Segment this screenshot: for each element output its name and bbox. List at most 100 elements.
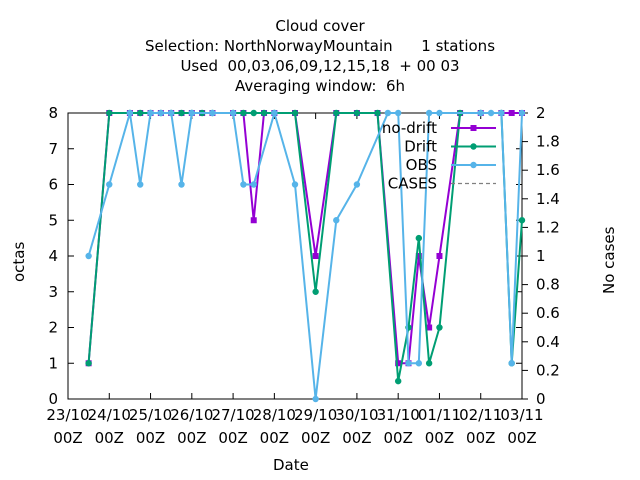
x-tick-label-hour: 00Z xyxy=(218,429,247,447)
y2-tick-label: 0.8 xyxy=(536,276,560,294)
title-line-2: Selection: NorthNorwayMountain 1 station… xyxy=(144,37,496,55)
data-point-obs xyxy=(394,109,402,117)
data-point-drift xyxy=(260,109,268,117)
data-point-obs xyxy=(333,217,340,224)
legend-label-no-drift: no-drift xyxy=(382,119,437,137)
data-point-obs xyxy=(137,181,144,188)
x-tick-label-date: 24/10 xyxy=(88,406,131,424)
legend-marker-obs xyxy=(470,161,477,169)
x-tick-label-date: 29/10 xyxy=(294,406,337,424)
data-point-drift xyxy=(518,217,526,224)
y2-tick-label: 1.4 xyxy=(536,190,560,208)
x-tick-label-hour: 00Z xyxy=(95,429,124,447)
y2-tick-label: 1 xyxy=(536,247,546,265)
data-point-no-drift xyxy=(415,253,422,259)
y2-tick-label: 1.6 xyxy=(536,161,560,179)
data-point-drift xyxy=(240,109,247,117)
legend-marker-drift xyxy=(470,143,477,150)
data-point-drift xyxy=(374,109,381,117)
data-point-obs xyxy=(209,109,216,117)
y2-tick-label: 1.2 xyxy=(536,218,560,236)
data-point-obs xyxy=(157,109,165,117)
data-point-obs xyxy=(487,109,495,117)
data-point-drift xyxy=(250,109,257,117)
y-tick-label: 1 xyxy=(48,354,58,372)
y2-tick-label: 0.2 xyxy=(536,361,560,379)
data-point-obs xyxy=(477,109,484,117)
data-point-obs xyxy=(271,109,278,117)
x-tick-label-date: 28/10 xyxy=(253,406,296,424)
legend-marker-no-drift xyxy=(470,125,477,131)
x-tick-label-date: 01/11 xyxy=(418,406,461,424)
data-point-no-drift xyxy=(436,253,443,259)
data-point-obs xyxy=(415,360,423,367)
x-tick-label-hour: 00Z xyxy=(177,429,206,447)
x-tick-label-date: 30/10 xyxy=(335,406,378,424)
x-tick-label-hour: 00Z xyxy=(507,429,536,447)
data-point-no-drift xyxy=(508,110,515,116)
data-point-obs xyxy=(126,109,134,117)
x-tick-label-hour: 00Z xyxy=(301,429,330,447)
data-point-obs xyxy=(167,109,175,117)
y-tick-label: 0 xyxy=(48,390,58,408)
y-tick-label: 6 xyxy=(48,176,58,194)
data-point-obs xyxy=(518,109,526,117)
x-tick-label-date: 31/10 xyxy=(377,406,420,424)
data-point-obs xyxy=(250,181,257,188)
x-tick-label-date: 23/10 xyxy=(46,406,89,424)
x-tick-label-hour: 00Z xyxy=(466,429,495,447)
data-point-obs xyxy=(425,109,433,117)
data-point-obs xyxy=(188,109,196,117)
data-point-obs xyxy=(85,252,92,260)
x-tick-label-date: 26/10 xyxy=(170,406,213,424)
data-point-drift xyxy=(353,109,361,117)
data-point-obs xyxy=(384,109,392,117)
x-tick-label-hour: 00Z xyxy=(342,429,371,447)
title-line-1: Cloud cover xyxy=(275,17,365,35)
y-tick-label: 5 xyxy=(48,211,58,229)
data-point-drift xyxy=(85,360,92,367)
data-point-obs xyxy=(312,395,319,403)
data-point-obs xyxy=(508,360,515,367)
y-tick-label: 3 xyxy=(48,283,58,301)
y2-tick-label: 1.8 xyxy=(536,133,560,151)
data-point-drift xyxy=(106,109,113,117)
data-point-drift xyxy=(394,377,402,385)
y-tick-label: 2 xyxy=(48,319,58,337)
x-axis-label: Date xyxy=(273,456,309,474)
x-tick-label-date: 25/10 xyxy=(129,406,172,424)
data-point-obs xyxy=(436,109,443,117)
y2-tick-label: 2 xyxy=(536,104,546,122)
data-point-drift xyxy=(178,109,185,117)
y-tick-label: 8 xyxy=(48,104,58,122)
data-point-drift xyxy=(137,109,144,117)
y2-tick-label: 0.4 xyxy=(536,333,560,351)
y-tick-label: 4 xyxy=(48,247,58,265)
x-tick-label-hour: 00Z xyxy=(53,429,82,447)
x-tick-label-hour: 00Z xyxy=(425,429,454,447)
data-point-drift xyxy=(333,109,340,117)
data-point-obs xyxy=(106,181,113,188)
legend-label-obs: OBS xyxy=(406,156,437,174)
legend-label-cases: CASES xyxy=(388,175,437,193)
x-tick-label-hour: 00Z xyxy=(136,429,165,447)
title-line-3: Used 00,03,06,09,12,15,18 + 00 03 xyxy=(180,57,460,75)
data-point-obs xyxy=(291,181,299,188)
data-point-no-drift xyxy=(426,324,433,331)
data-point-drift xyxy=(436,324,443,331)
data-point-no-drift xyxy=(312,253,319,259)
data-point-obs xyxy=(240,181,247,188)
data-point-obs xyxy=(353,181,361,188)
series-line-drift xyxy=(87,112,523,383)
data-point-obs xyxy=(178,181,185,188)
data-point-obs xyxy=(405,360,412,367)
data-point-obs xyxy=(229,109,237,117)
data-point-drift xyxy=(425,360,433,367)
y2-tick-label: 0 xyxy=(536,390,546,408)
x-tick-label-hour: 00Z xyxy=(383,429,412,447)
x-tick-label-date: 02/11 xyxy=(459,406,502,424)
data-point-drift xyxy=(291,109,299,117)
y-tick-label: 7 xyxy=(48,140,58,158)
data-point-no-drift xyxy=(395,360,402,367)
